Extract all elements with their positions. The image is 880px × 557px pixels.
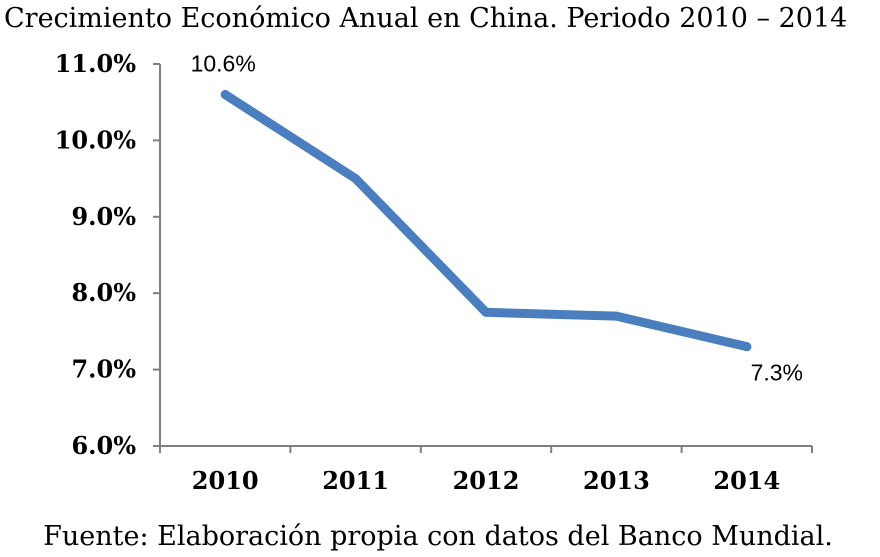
x-tick-label: 2012 bbox=[453, 466, 520, 495]
data-point bbox=[220, 90, 230, 100]
data-point bbox=[742, 342, 752, 352]
data-label: 7.3% bbox=[751, 360, 803, 386]
y-tick-label: 11.0% bbox=[55, 49, 136, 78]
y-tick-label: 7.0% bbox=[71, 355, 136, 384]
data-point bbox=[611, 311, 621, 321]
y-tick-label: 10.0% bbox=[55, 125, 136, 154]
data-point bbox=[351, 174, 361, 184]
data-label: 10.6% bbox=[191, 51, 256, 77]
data-point bbox=[481, 307, 491, 317]
x-tick-label: 2014 bbox=[713, 466, 780, 495]
x-tick-label: 2013 bbox=[583, 466, 650, 495]
x-tick-label: 2011 bbox=[322, 466, 389, 495]
y-tick-label: 8.0% bbox=[71, 278, 136, 307]
y-tick-label: 9.0% bbox=[71, 202, 136, 231]
x-tick-label: 2010 bbox=[192, 466, 259, 495]
chart-title: Crecimiento Económico Anual en China. Pe… bbox=[4, 3, 847, 34]
plot-area: 6.0% 7.0% 8.0% 9.0% 10.0% 11.0% 2010 2011 2012 20… bbox=[55, 49, 813, 495]
y-tick-label: 6.0% bbox=[71, 431, 136, 460]
source-note: Fuente: Elaboración propia con datos del… bbox=[43, 521, 833, 552]
